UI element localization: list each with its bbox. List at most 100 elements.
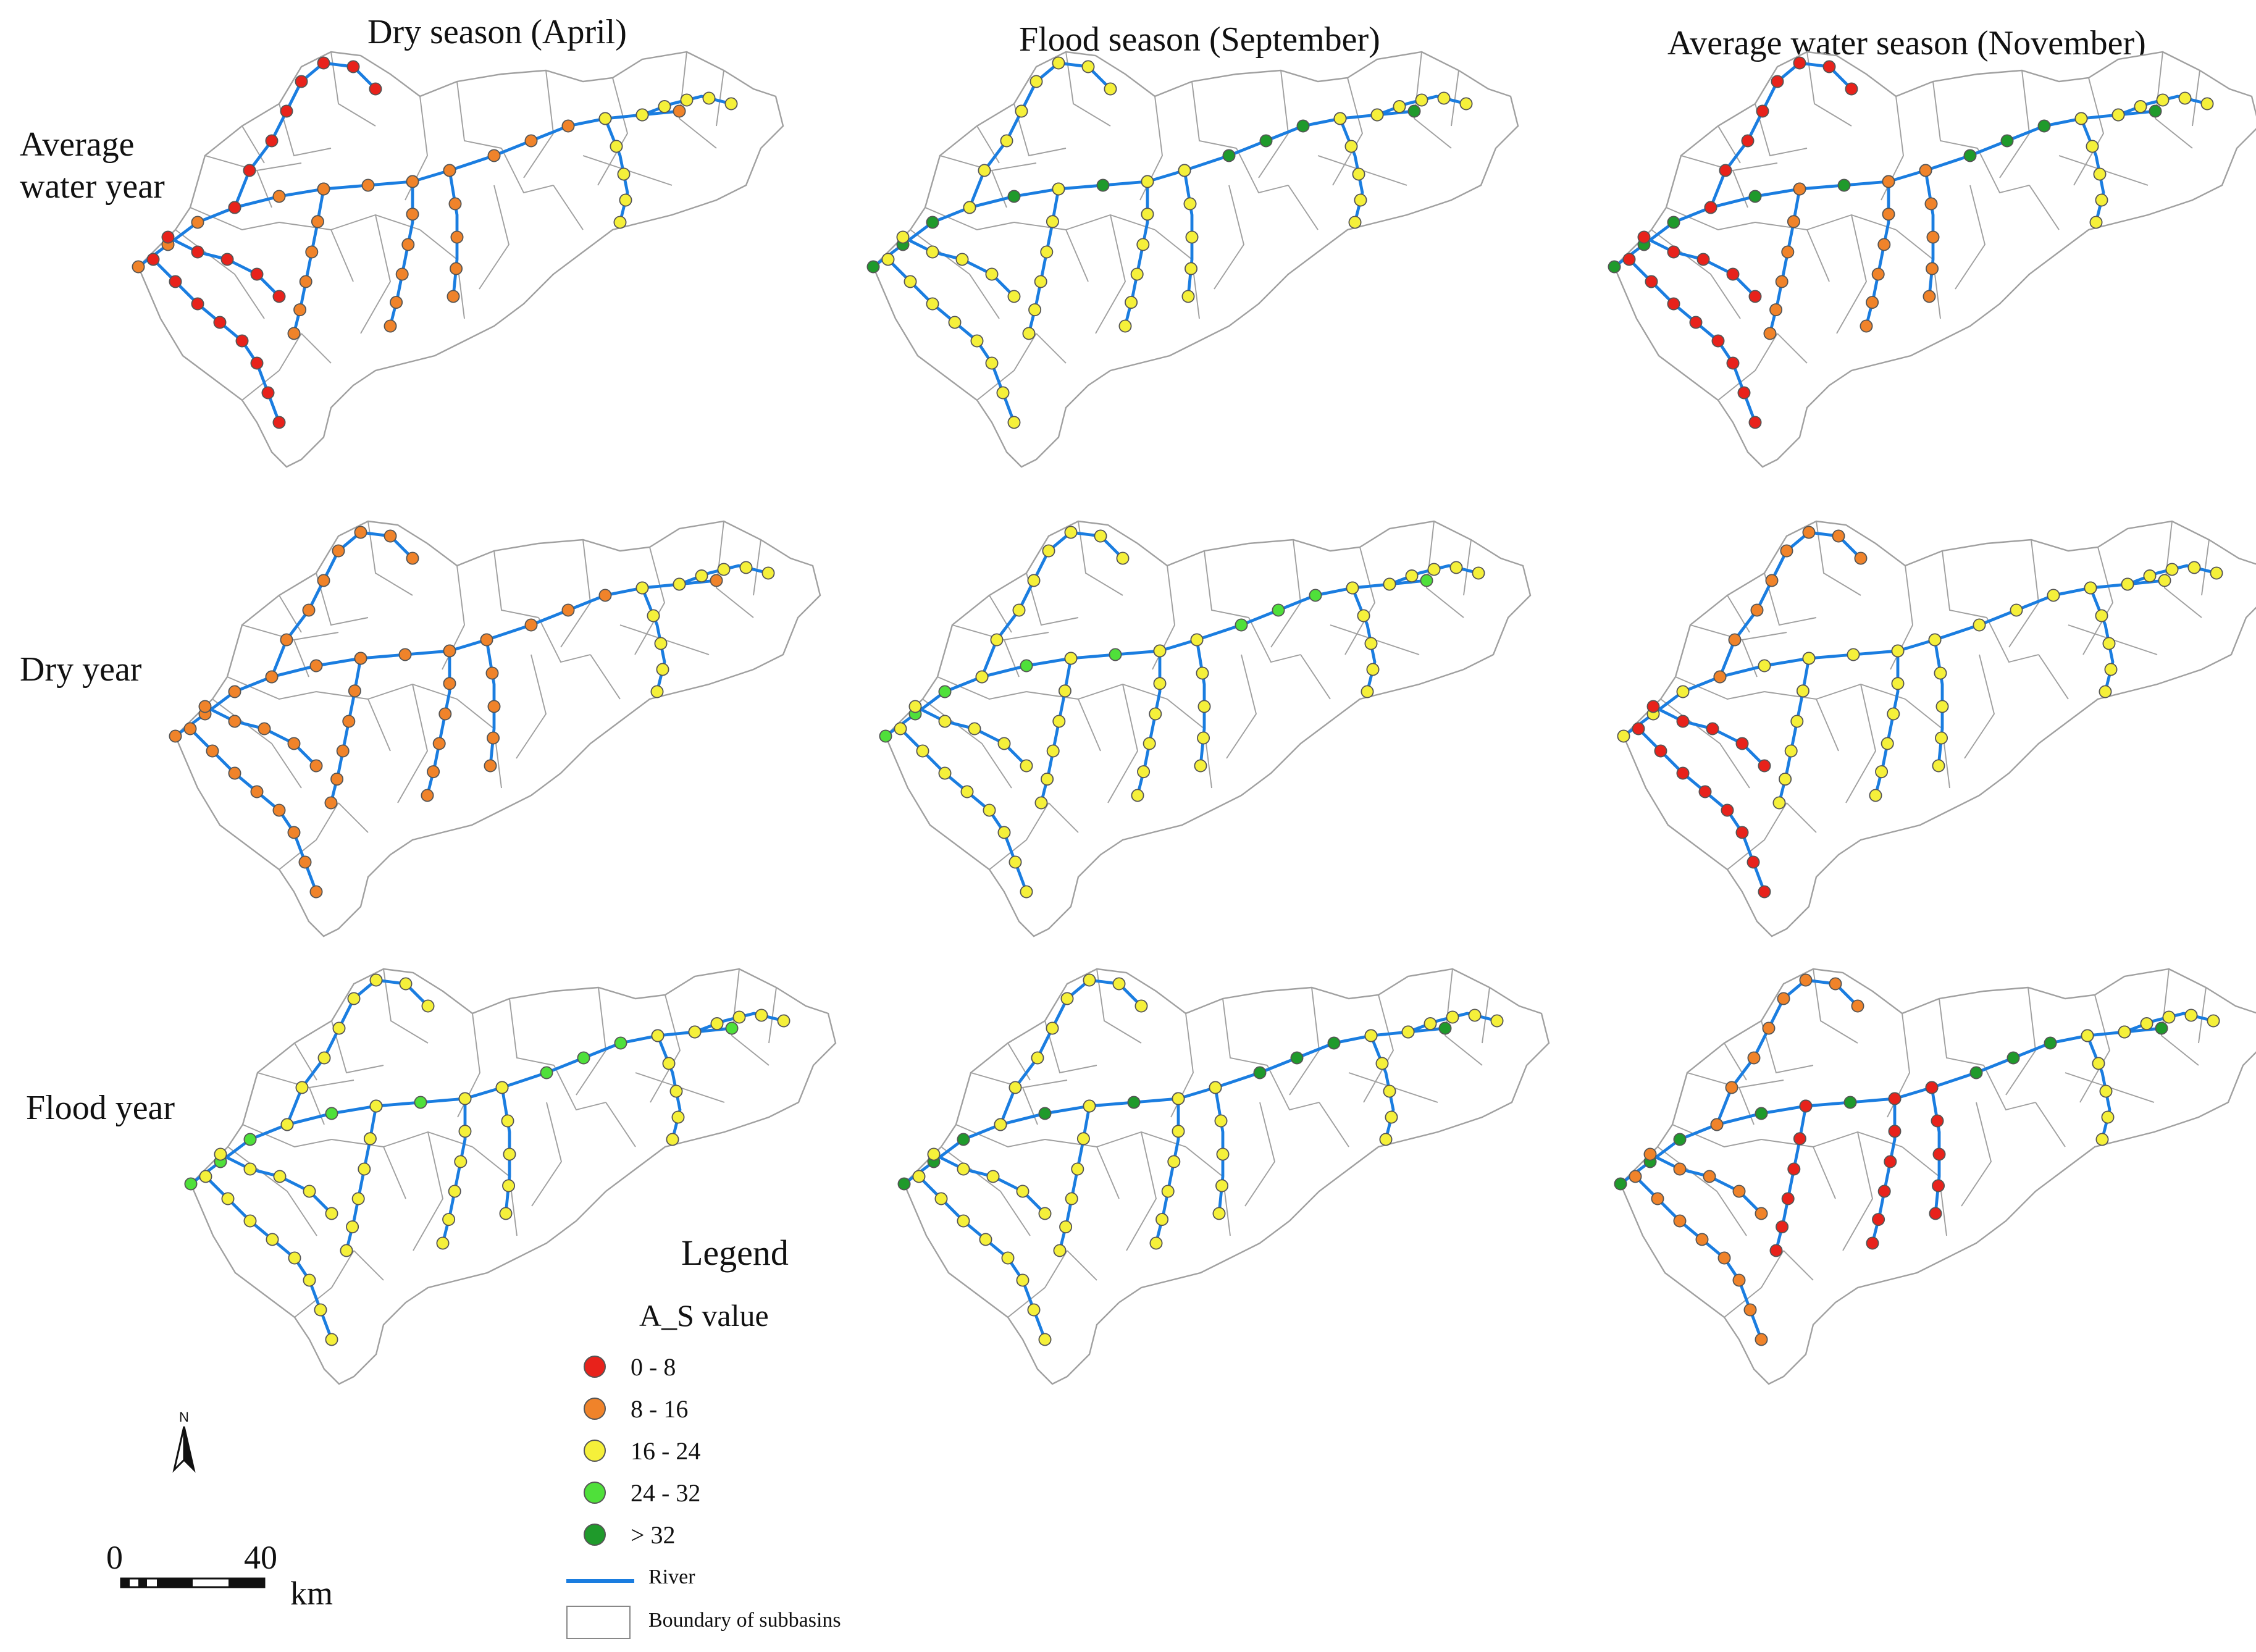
station-marker — [2140, 1017, 2153, 1031]
station-marker — [198, 700, 212, 713]
subbasin-boundary — [1761, 1020, 1814, 1074]
subbasin-boundary — [2065, 1072, 2110, 1088]
subbasin-boundary — [678, 51, 717, 149]
subbasin-boundary — [910, 229, 1000, 319]
station-marker — [1928, 633, 1942, 647]
station-marker — [384, 319, 397, 333]
station-marker — [1934, 666, 1947, 680]
subbasin-boundary — [1244, 1102, 1276, 1207]
station-marker — [1034, 796, 1048, 810]
station-marker — [1676, 715, 1690, 728]
station-marker — [955, 253, 969, 266]
station-marker — [673, 577, 686, 591]
station-marker — [1172, 1092, 1185, 1105]
station-marker — [399, 977, 413, 991]
subbasin-boundary — [1374, 639, 1420, 655]
station-marker — [302, 603, 316, 617]
station-marker — [272, 416, 286, 429]
station-marker — [1851, 999, 1864, 1013]
station-marker — [1877, 238, 1891, 251]
station-marker — [287, 737, 301, 750]
subbasin-boundary — [531, 1102, 563, 1207]
station-marker — [1728, 633, 1742, 647]
station-marker — [1717, 1251, 1731, 1265]
station-marker — [454, 1155, 468, 1168]
subbasin-boundary — [976, 333, 1037, 401]
subbasin-boundary — [1651, 229, 1741, 319]
legend-swatch-orange — [584, 1398, 606, 1420]
station-marker — [438, 707, 452, 721]
station-marker — [1926, 262, 1939, 275]
station-marker — [199, 1170, 212, 1183]
station-marker — [1197, 700, 1211, 713]
subbasin-boundary — [1755, 103, 1808, 157]
legend-item-0-8: 0 - 8 — [559, 1349, 676, 1384]
subbasin-boundary — [582, 155, 628, 171]
station-marker — [317, 574, 330, 587]
legend-title: Legend — [681, 1233, 789, 1273]
station-marker — [1732, 1184, 1746, 1198]
station-marker — [1153, 644, 1167, 658]
station-marker — [1214, 1114, 1228, 1128]
station-marker — [317, 56, 330, 70]
station-marker — [1790, 715, 1804, 728]
subbasin-boundary — [635, 1072, 681, 1088]
station-marker — [1802, 652, 1816, 665]
map-panel-flood-year-average-season — [1587, 954, 2256, 1399]
station-marker — [1882, 208, 1895, 221]
station-marker — [651, 1029, 665, 1042]
station-marker — [1042, 544, 1055, 558]
station-marker — [881, 253, 895, 266]
row-label-flood-year: Flood year — [26, 1089, 175, 1127]
station-marker — [2200, 97, 2214, 111]
station-marker — [2207, 1014, 2220, 1028]
station-marker — [484, 759, 497, 773]
station-marker — [183, 722, 197, 736]
station-marker — [2099, 1084, 2113, 1098]
station-marker — [2006, 1051, 2020, 1065]
watershed-map — [169, 520, 821, 937]
station-marker — [1136, 238, 1150, 251]
subbasin-boundary — [2109, 1087, 2155, 1103]
subbasin-boundary — [227, 1146, 317, 1236]
subbasin-boundary — [279, 103, 332, 157]
station-marker — [325, 1207, 338, 1220]
station-marker — [1703, 1170, 1716, 1183]
station-marker — [1654, 744, 1667, 758]
subbasin-boundary — [1482, 987, 1490, 1044]
north-arrow-icon: N — [172, 1409, 196, 1473]
station-marker — [695, 569, 708, 583]
station-marker — [1935, 700, 1949, 713]
subbasin-boundary — [1732, 170, 1748, 208]
station-marker — [2165, 563, 2179, 576]
subbasin-boundary — [493, 550, 539, 618]
subbasin-boundary — [553, 1065, 606, 1111]
station-marker — [2155, 1021, 2168, 1035]
station-marker — [406, 175, 419, 188]
station-marker — [1755, 1333, 1768, 1346]
subbasin-boundary — [1096, 968, 1142, 1044]
station-marker — [963, 201, 976, 214]
subbasin-boundary — [383, 968, 429, 1044]
map-panel-average-year-flood-season — [840, 37, 1544, 482]
subbasin-boundary — [256, 170, 272, 208]
subbasin-boundary — [1813, 968, 1858, 1044]
station-marker — [458, 1125, 472, 1138]
subbasin-boundary — [1036, 333, 1067, 364]
station-marker — [299, 275, 312, 288]
station-marker — [2187, 561, 2201, 574]
station-marker — [1925, 1081, 1939, 1094]
station-marker — [1758, 759, 1771, 773]
legend-item-over-32: > 32 — [559, 1517, 676, 1552]
station-marker — [1424, 1017, 1437, 1031]
station-marker — [656, 663, 669, 676]
subbasin-boundary — [501, 148, 554, 194]
station-marker — [309, 885, 323, 899]
station-marker — [250, 356, 264, 370]
subbasin-boundary — [2082, 547, 2114, 655]
station-marker — [1762, 1021, 1776, 1035]
subbasin-boundary — [1727, 802, 1787, 870]
station-marker — [314, 1303, 327, 1317]
station-marker — [975, 670, 989, 684]
station-marker — [1748, 190, 1762, 203]
